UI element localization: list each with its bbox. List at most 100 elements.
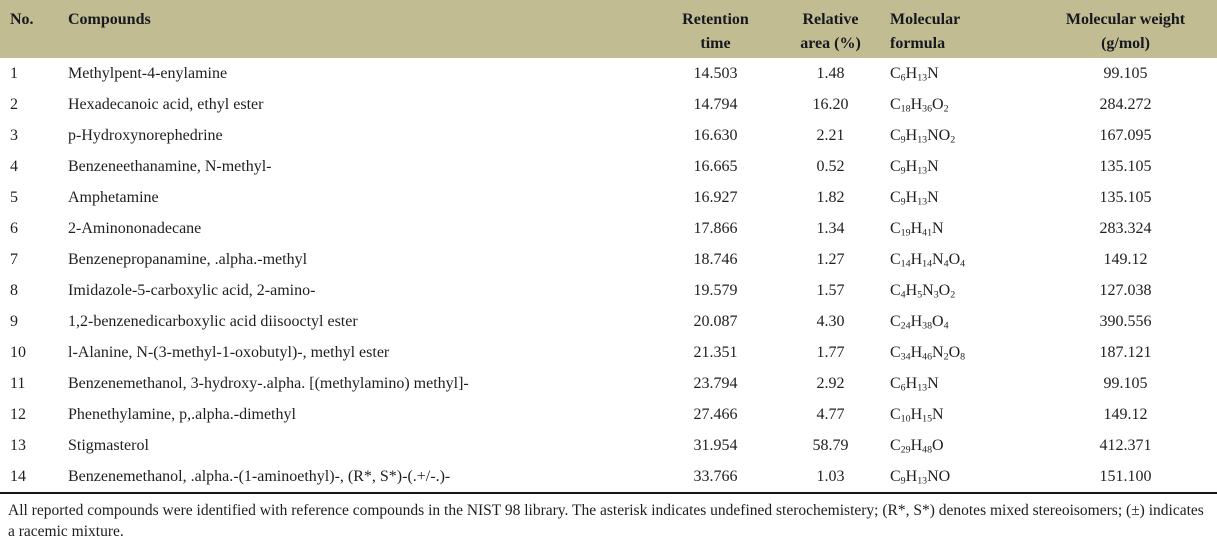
header-no-label: No. xyxy=(10,11,34,28)
table-row: 13 Stigmasterol 31.954 58.79 C29H48O 412… xyxy=(0,430,1217,461)
table-row: 2 Hexadecanoic acid, ethyl ester 14.794 … xyxy=(0,89,1217,120)
header-retention-time: Retention time xyxy=(658,0,773,58)
table-row: 7 Benzenepropanamine, .alpha.-methyl 18.… xyxy=(0,244,1217,275)
header-weight-line2: (g/mol) xyxy=(1101,35,1150,52)
table-row: 1 Methylpent-4-enylamine 14.503 1.48 C6H… xyxy=(0,58,1217,89)
molecular-formula-value: C29H48O xyxy=(890,437,944,456)
row-number: 2 xyxy=(10,96,18,113)
retention-time-value: 14.503 xyxy=(693,65,738,82)
row-number: 13 xyxy=(10,437,26,454)
compound-name: Benzenemethanol, 3-hydroxy-.alpha. [(met… xyxy=(68,375,469,392)
relative-area-value: 1.48 xyxy=(816,65,845,82)
molecular-formula-value: C9H13N xyxy=(890,189,939,208)
compound-name: 1,2-benzenedicarboxylic acid diisooctyl … xyxy=(68,313,358,330)
molecular-weight-value: 127.038 xyxy=(1099,282,1152,299)
row-number: 11 xyxy=(10,375,26,392)
molecular-formula-value: C10H15N xyxy=(890,406,944,425)
relative-area-value: 1.27 xyxy=(816,251,845,268)
relative-area-value: 1.82 xyxy=(816,189,845,206)
table-row: 6 2-Aminononadecane 17.866 1.34 C19H41N … xyxy=(0,213,1217,244)
retention-time-value: 18.746 xyxy=(693,251,738,268)
relative-area-value: 58.79 xyxy=(812,437,849,454)
molecular-formula-value: C6H13N xyxy=(890,375,939,394)
compound-name: 2-Aminononadecane xyxy=(68,220,202,237)
molecular-weight-value: 149.12 xyxy=(1103,406,1148,423)
retention-time-value: 33.766 xyxy=(693,468,738,485)
header-formula-line1: Molecular xyxy=(890,11,961,28)
header-retention-line2: time xyxy=(700,35,731,52)
molecular-formula-value: C34H46N2O8 xyxy=(890,344,966,363)
relative-area-value: 16.20 xyxy=(812,96,849,113)
header-retention-line1: Retention xyxy=(682,11,749,28)
molecular-weight-value: 412.371 xyxy=(1099,437,1152,454)
molecular-weight-value: 135.105 xyxy=(1099,158,1152,175)
row-number: 14 xyxy=(10,468,26,485)
molecular-formula-value: C9H13NO2 xyxy=(890,127,956,146)
retention-time-value: 19.579 xyxy=(693,282,738,299)
relative-area-value: 0.52 xyxy=(816,158,845,175)
compound-name: Stigmasterol xyxy=(68,437,149,454)
compound-name: Methylpent-4-enylamine xyxy=(68,65,228,82)
relative-area-value: 2.92 xyxy=(816,375,845,392)
retention-time-value: 16.630 xyxy=(693,127,738,144)
table-row: 11 Benzenemethanol, 3-hydroxy-.alpha. [(… xyxy=(0,368,1217,399)
retention-time-value: 14.794 xyxy=(693,96,738,113)
compound-name: Imidazole-5-carboxylic acid, 2-amino- xyxy=(68,282,316,299)
relative-area-value: 4.77 xyxy=(816,406,845,423)
retention-time-value: 20.087 xyxy=(693,313,738,330)
compound-name: Benzenemethanol, .alpha.-(1-aminoethyl)-… xyxy=(68,468,451,485)
molecular-formula-value: C4H5N3O2 xyxy=(890,282,956,301)
relative-area-value: 1.57 xyxy=(816,282,845,299)
molecular-formula-value: C19H41N xyxy=(890,220,944,239)
header-compounds: Compounds xyxy=(58,0,658,58)
retention-time-value: 21.351 xyxy=(693,344,738,361)
retention-time-value: 16.927 xyxy=(693,189,738,206)
table-bottom-rule xyxy=(0,492,1217,494)
table-row: 10 l-Alanine, N-(3-methyl-1-oxobutyl)-, … xyxy=(0,337,1217,368)
table-row: 4 Benzeneethanamine, N-methyl- 16.665 0.… xyxy=(0,151,1217,182)
compound-name: Phenethylamine, p,.alpha.-dimethyl xyxy=(68,406,296,423)
compound-name: l-Alanine, N-(3-methyl-1-oxobutyl)-, met… xyxy=(68,344,390,361)
header-molecular-weight: Molecular weight (g/mol) xyxy=(1034,0,1217,58)
molecular-weight-value: 390.556 xyxy=(1099,313,1152,330)
compound-name: p-Hydroxynorephedrine xyxy=(68,127,223,144)
molecular-weight-value: 187.121 xyxy=(1099,344,1152,361)
table-body: 1 Methylpent-4-enylamine 14.503 1.48 C6H… xyxy=(0,58,1217,492)
header-relative-area: Relative area (%) xyxy=(773,0,888,58)
molecular-weight-value: 284.272 xyxy=(1099,96,1152,113)
compound-name: Amphetamine xyxy=(68,189,159,206)
relative-area-value: 2.21 xyxy=(816,127,845,144)
molecular-formula-value: C9H13NO xyxy=(890,468,951,487)
table-footnote: All reported compounds were identified w… xyxy=(8,502,1204,540)
row-number: 8 xyxy=(10,282,18,299)
header-formula-line2: formula xyxy=(890,35,946,52)
molecular-formula-value: C6H13N xyxy=(890,65,939,84)
table-row: 3 p-Hydroxynorephedrine 16.630 2.21 C9H1… xyxy=(0,120,1217,151)
header-weight-line1: Molecular weight xyxy=(1065,11,1186,28)
molecular-weight-value: 135.105 xyxy=(1099,189,1152,206)
header-no: No. xyxy=(0,0,58,58)
table-row: 9 1,2-benzenedicarboxylic acid diisoocty… xyxy=(0,306,1217,337)
table-row: 12 Phenethylamine, p,.alpha.-dimethyl 27… xyxy=(0,399,1217,430)
molecular-formula-value: C9H13N xyxy=(890,158,939,177)
header-compounds-label: Compounds xyxy=(68,11,151,28)
header-molecular-formula: Molecular formula xyxy=(888,0,1034,58)
molecular-weight-value: 99.105 xyxy=(1103,65,1148,82)
row-number: 4 xyxy=(10,158,18,175)
row-number: 3 xyxy=(10,127,18,144)
compound-name: Benzeneethanamine, N-methyl- xyxy=(68,158,272,175)
table-row: 14 Benzenemethanol, .alpha.-(1-aminoethy… xyxy=(0,461,1217,492)
row-number: 12 xyxy=(10,406,26,423)
relative-area-value: 1.77 xyxy=(816,344,845,361)
molecular-formula-value: C14H14N4O4 xyxy=(890,251,966,270)
table-row: 8 Imidazole-5-carboxylic acid, 2-amino- … xyxy=(0,275,1217,306)
row-number: 9 xyxy=(10,313,18,330)
retention-time-value: 23.794 xyxy=(693,375,738,392)
row-number: 1 xyxy=(10,65,18,82)
molecular-formula-value: C24H38O4 xyxy=(890,313,949,332)
retention-time-value: 31.954 xyxy=(693,437,738,454)
compound-name: Benzenepropanamine, .alpha.-methyl xyxy=(68,251,308,268)
retention-time-value: 16.665 xyxy=(693,158,738,175)
compound-name: Hexadecanoic acid, ethyl ester xyxy=(68,96,264,113)
